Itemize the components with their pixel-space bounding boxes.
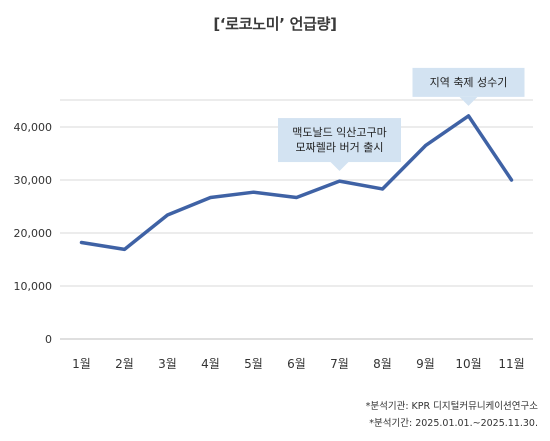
y-tick-label: 10,000 <box>14 280 53 293</box>
x-tick-label: 7월 <box>330 357 349 371</box>
data-point <box>381 187 384 191</box>
chart-title: [‘로코노미’ 언급량] <box>213 15 337 33</box>
data-point <box>510 178 513 182</box>
annotation-text: 지역 축제 성수기 <box>430 76 508 89</box>
annotation-text: 모짜렐라 버거 출시 <box>296 141 384 154</box>
x-tick-label: 8월 <box>373 357 392 371</box>
data-point <box>123 248 126 251</box>
data-point <box>338 179 341 183</box>
x-tick-label: 4월 <box>201 357 220 371</box>
x-tick-label: 5월 <box>244 357 263 371</box>
x-tick-label: 9월 <box>416 357 435 371</box>
y-tick-label: 20,000 <box>14 227 53 240</box>
data-point <box>166 213 169 217</box>
annotation-box <box>278 118 401 163</box>
y-tick-label: 40,000 <box>14 121 53 134</box>
annotation-box <box>412 67 525 97</box>
data-point <box>209 196 212 199</box>
data-point <box>424 144 427 147</box>
period-note: *분석기간: 2025.01.01.~2025.11.30. <box>369 418 538 429</box>
x-tick-label: 10월 <box>455 357 481 371</box>
x-tick-label: 2월 <box>115 357 134 371</box>
axis: 0 10,000 20,000 30,000 40,000 1월 2월 3월 4월 5월 6월 7월 8… <box>14 121 533 371</box>
x-tick-label: 6월 <box>287 357 306 371</box>
data-point <box>252 190 255 194</box>
y-tick-label: 30,000 <box>14 174 53 187</box>
x-tick-label: 1월 <box>72 357 91 371</box>
x-tick-label: 3월 <box>158 357 177 371</box>
data-point <box>467 114 470 118</box>
series-line <box>79 114 514 252</box>
x-tick-label: 11월 <box>498 357 524 371</box>
annotation-arrow <box>459 96 478 106</box>
data-point <box>80 241 83 244</box>
data-point <box>295 196 298 199</box>
annotation-arrow <box>330 162 349 172</box>
source-note: *분석기관: KPR 디지털커뮤니케이션연구소 <box>365 401 538 412</box>
y-tick-label: 0 <box>45 333 52 346</box>
annotation-text: 맥도날드 익산고구마 <box>292 126 387 139</box>
